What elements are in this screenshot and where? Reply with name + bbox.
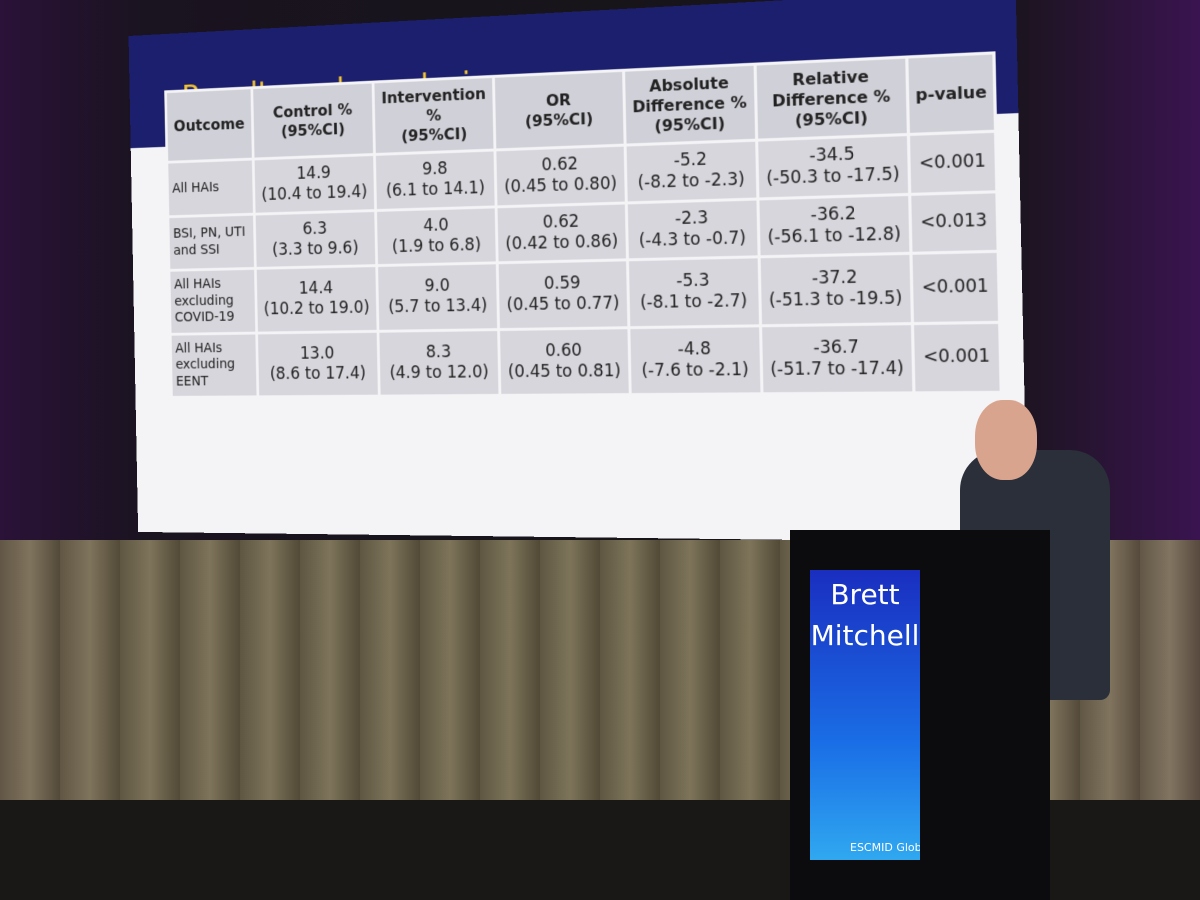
logo: ESCMID Globa	[850, 841, 920, 854]
cell-line: and SSI	[173, 241, 220, 259]
table-cell: 0.60 (0.45 to 0.81)	[498, 327, 630, 396]
cell-line: (6.1 to 14.1)	[385, 178, 486, 202]
table-cell: 14.4 (10.2 to 19.0)	[255, 265, 379, 333]
cell-line: (3.3 to 9.6)	[272, 238, 359, 260]
table-cell: -5.2 (-8.2 to -2.3)	[624, 140, 758, 203]
table-cell: -2.3 (-4.3 to -0.7)	[625, 198, 759, 260]
cell-line: <0.001	[921, 275, 989, 298]
cell-line: EENT	[175, 373, 209, 389]
cell-line: (1.9 to 6.8)	[391, 235, 482, 257]
cell-line: 0.60	[545, 340, 583, 361]
table-cell: -37.2 (-51.3 to -19.5)	[758, 253, 913, 326]
cell-line: (4.9 to 12.0)	[389, 362, 489, 383]
table-cell: All HAIs excluding COVID-19	[169, 268, 257, 334]
header-cell: Intervention% (95%CI)	[373, 76, 496, 155]
cell-line: (5.7 to 13.4)	[388, 296, 488, 318]
table-cell: -34.5 (-50.3 to -17.5)	[756, 134, 910, 199]
header-cell: OR (95%CI)	[493, 70, 625, 150]
results-table: Outcome Control % (95%CI) Intervention% (95%…	[164, 51, 1003, 398]
header-cell: Relative Difference % (95%CI)	[754, 57, 909, 141]
header-cell: Absolute Difference % (95%CI)	[623, 64, 757, 146]
cell-line: p-value	[915, 81, 987, 105]
cell-line: 8.3	[425, 341, 452, 362]
table-cell: 0.62 (0.45 to 0.80)	[495, 145, 626, 207]
table-cell: -36.2 (-56.1 to -12.8)	[757, 193, 911, 257]
table-cell: <0.001	[912, 321, 1002, 393]
speaker-head	[975, 400, 1037, 480]
cell-line: (10.4 to 19.4)	[261, 182, 368, 206]
table-cell: 6.3 (3.3 to 9.6)	[254, 210, 377, 269]
cell-line: (0.45 to 0.80)	[504, 174, 618, 198]
table-cell: <0.001	[908, 131, 997, 194]
cell-line: (-7.6 to -2.1)	[641, 359, 749, 381]
cell-line: 4.0	[423, 215, 449, 236]
cell-line: 13.0	[299, 343, 335, 364]
name-line: Brett	[830, 578, 900, 611]
cell-line: excluding	[174, 292, 234, 309]
cell-line: (-50.3 to -17.5)	[766, 164, 900, 190]
cell-line: <0.001	[918, 150, 987, 174]
cell-line: (8.6 to 17.4)	[269, 363, 367, 384]
name-line: Mitchell	[810, 618, 920, 652]
table-cell: 14.9 (10.4 to 19.4)	[253, 154, 376, 214]
cell-line: Outcome	[173, 114, 245, 136]
table-cell: 8.3 (4.9 to 12.0)	[378, 329, 501, 397]
cell-line: (95%CI)	[524, 109, 594, 131]
cell-line: <0.013	[920, 210, 988, 234]
header-cell: Control % (95%CI)	[251, 82, 375, 160]
cell-line: -5.3	[676, 270, 710, 292]
cell-line: 14.4	[298, 278, 334, 299]
table-cell: All HAIs	[166, 159, 255, 217]
header-cell: p-value	[906, 52, 996, 135]
cell-line: (10.2 to 19.0)	[263, 298, 370, 320]
table-row: All HAIs excluding EENT 13.0 (8.6 to 17.4) 8.…	[170, 321, 1002, 398]
cell-line: (-4.3 to -0.7)	[638, 227, 747, 251]
cell-line: -36.7	[813, 336, 860, 358]
table-cell: -36.7 (-51.7 to -17.4)	[760, 323, 914, 394]
cell-line: excluding	[175, 356, 236, 373]
cell-line: (0.45 to 0.77)	[506, 293, 620, 316]
table-cell: -4.8 (-7.6 to -2.1)	[628, 325, 762, 395]
cell-line: -37.2	[811, 267, 858, 289]
cell-line: (0.45 to 0.81)	[507, 360, 622, 382]
cell-line: <0.001	[922, 346, 991, 368]
podium: Brett Mitchell ESCMID Globa	[790, 530, 1050, 900]
cell-line: 0.59	[543, 273, 581, 294]
table-cell: <0.001	[910, 251, 1000, 324]
table-cell: 0.62 (0.42 to 0.86)	[496, 202, 628, 263]
cell-line: (0.42 to 0.86)	[505, 231, 619, 255]
cell-line: 9.0	[424, 276, 450, 297]
table-cell: 0.59 (0.45 to 0.77)	[497, 259, 629, 330]
table-cell: <0.013	[909, 191, 999, 254]
table-cell: BSI, PN, UTI and SSI	[167, 213, 256, 271]
table-cell: 9.8 (6.1 to 14.1)	[374, 149, 497, 211]
cell-line: (-8.2 to -2.3)	[637, 169, 745, 194]
table-cell: 9.0 (5.7 to 13.4)	[376, 262, 499, 331]
table-cell: 4.0 (1.9 to 6.8)	[375, 206, 498, 266]
table-cell: -5.3 (-8.1 to -2.7)	[627, 256, 761, 328]
cell-line: -4.8	[677, 338, 712, 360]
cell-line: (95%CI)	[401, 124, 468, 146]
header-cell: Outcome	[165, 87, 254, 163]
cell-line: COVID-19	[174, 309, 235, 326]
cell-line: (-8.1 to -2.7)	[639, 291, 748, 314]
cell-line: All HAIs	[172, 179, 220, 196]
cell-line: (-51.7 to -17.4)	[770, 358, 905, 380]
podium-screen: Brett Mitchell ESCMID Globa	[810, 570, 920, 860]
cell-line: (-56.1 to -12.8)	[767, 223, 902, 248]
cell-line: All HAIs	[173, 276, 222, 293]
table-cell: 13.0 (8.6 to 17.4)	[256, 330, 380, 397]
cell-line: (-51.3 to -19.5)	[768, 288, 903, 312]
cell-line: All HAIs	[175, 340, 223, 356]
cell-line: BSI, PN, UTI	[172, 224, 246, 242]
table-cell: All HAIs excluding EENT	[170, 332, 258, 398]
